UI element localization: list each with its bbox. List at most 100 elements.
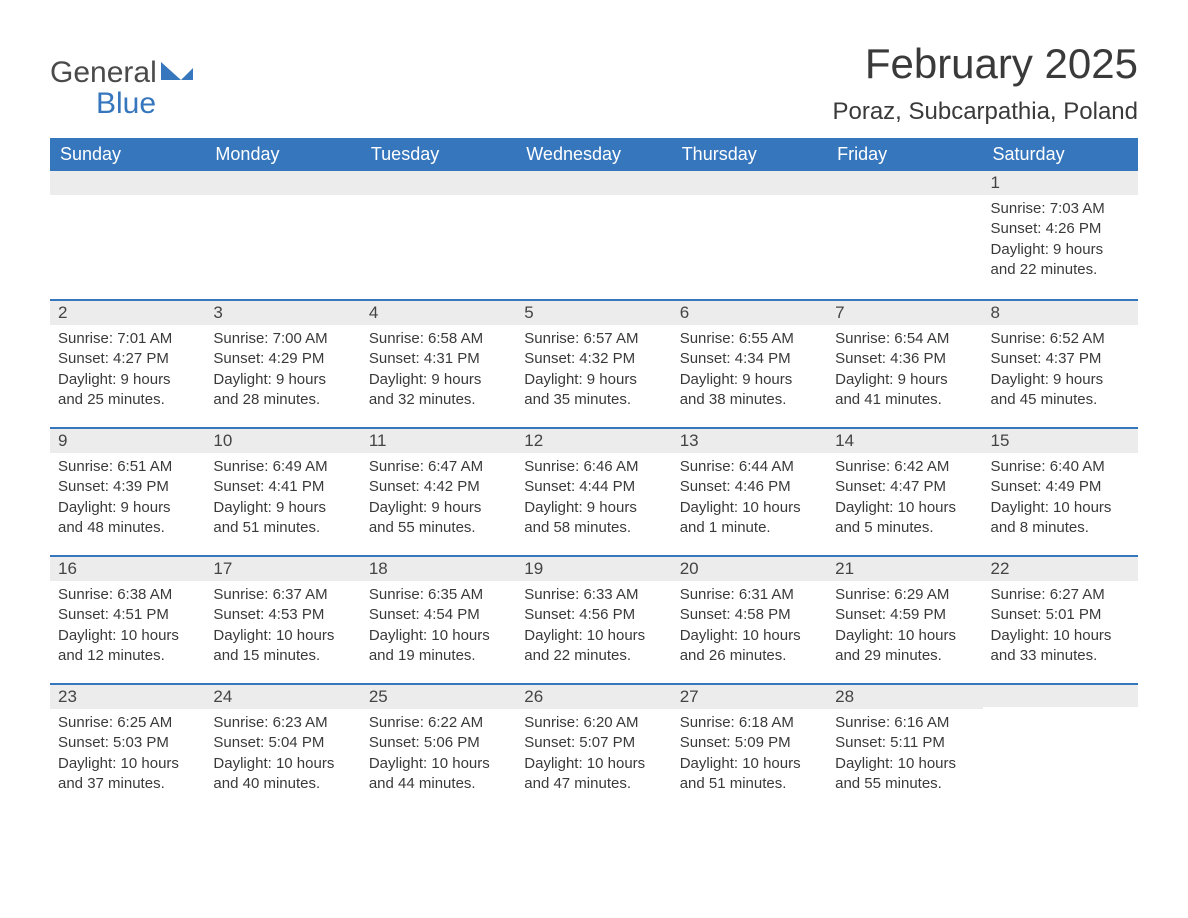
location-subtitle: Poraz, Subcarpathia, Poland [832, 98, 1138, 126]
page-header: General Blue February 2025 Poraz, Subcar… [50, 40, 1138, 126]
daylight-text: Daylight: 10 hours [524, 626, 663, 646]
sunset-text: Sunset: 4:27 PM [58, 349, 197, 369]
calendar-day-cell [361, 171, 516, 299]
day-details: Sunrise: 6:18 AMSunset: 5:09 PMDaylight:… [672, 709, 827, 802]
daylight-text: Daylight: 10 hours [369, 626, 508, 646]
day-number: 20 [672, 555, 827, 581]
day-details: Sunrise: 6:40 AMSunset: 4:49 PMDaylight:… [983, 453, 1138, 546]
day-number: 5 [516, 299, 671, 325]
sunrise-text: Sunrise: 6:18 AM [680, 713, 819, 733]
sunrise-text: Sunrise: 6:37 AM [213, 585, 352, 605]
sunrise-text: Sunrise: 6:29 AM [835, 585, 974, 605]
daylight-text: Daylight: 9 hours [524, 370, 663, 390]
sunset-text: Sunset: 4:42 PM [369, 477, 508, 497]
daylight-text: Daylight: 10 hours [213, 626, 352, 646]
daylight-text: Daylight: 10 hours [524, 754, 663, 774]
daylight-text: and 28 minutes. [213, 390, 352, 410]
calendar-day-cell: 3Sunrise: 7:00 AMSunset: 4:29 PMDaylight… [205, 299, 360, 427]
weekday-header: Thursday [672, 138, 827, 171]
calendar-day-cell: 24Sunrise: 6:23 AMSunset: 5:04 PMDayligh… [205, 683, 360, 811]
daylight-text: Daylight: 9 hours [835, 370, 974, 390]
day-details: Sunrise: 6:25 AMSunset: 5:03 PMDaylight:… [50, 709, 205, 802]
sunrise-text: Sunrise: 6:57 AM [524, 329, 663, 349]
sunset-text: Sunset: 4:37 PM [991, 349, 1130, 369]
calendar-day-cell [827, 171, 982, 299]
daylight-text: Daylight: 10 hours [680, 626, 819, 646]
day-details: Sunrise: 6:20 AMSunset: 5:07 PMDaylight:… [516, 709, 671, 802]
calendar-day-cell: 25Sunrise: 6:22 AMSunset: 5:06 PMDayligh… [361, 683, 516, 811]
weekday-header: Tuesday [361, 138, 516, 171]
daylight-text: and 8 minutes. [991, 518, 1130, 538]
sunset-text: Sunset: 4:34 PM [680, 349, 819, 369]
daylight-text: and 37 minutes. [58, 774, 197, 794]
sunrise-text: Sunrise: 6:25 AM [58, 713, 197, 733]
daylight-text: and 22 minutes. [524, 646, 663, 666]
sunset-text: Sunset: 4:47 PM [835, 477, 974, 497]
sunrise-text: Sunrise: 6:52 AM [991, 329, 1130, 349]
logo-text-block: General Blue [50, 58, 195, 121]
calendar-day-cell: 20Sunrise: 6:31 AMSunset: 4:58 PMDayligh… [672, 555, 827, 683]
sunrise-text: Sunrise: 6:22 AM [369, 713, 508, 733]
day-number: 13 [672, 427, 827, 453]
logo-text-general: General [50, 58, 157, 88]
calendar-day-cell [205, 171, 360, 299]
sunset-text: Sunset: 5:07 PM [524, 733, 663, 753]
calendar-day-cell: 14Sunrise: 6:42 AMSunset: 4:47 PMDayligh… [827, 427, 982, 555]
daylight-text: and 51 minutes. [680, 774, 819, 794]
sunset-text: Sunset: 4:29 PM [213, 349, 352, 369]
day-details: Sunrise: 7:00 AMSunset: 4:29 PMDaylight:… [205, 325, 360, 418]
day-number: 27 [672, 683, 827, 709]
daylight-text: Daylight: 10 hours [991, 626, 1130, 646]
day-number: 24 [205, 683, 360, 709]
day-details: Sunrise: 6:58 AMSunset: 4:31 PMDaylight:… [361, 325, 516, 418]
calendar-week-row: 23Sunrise: 6:25 AMSunset: 5:03 PMDayligh… [50, 683, 1138, 811]
day-details: Sunrise: 6:55 AMSunset: 4:34 PMDaylight:… [672, 325, 827, 418]
daylight-text: and 35 minutes. [524, 390, 663, 410]
calendar-day-cell: 4Sunrise: 6:58 AMSunset: 4:31 PMDaylight… [361, 299, 516, 427]
daylight-text: Daylight: 10 hours [58, 754, 197, 774]
day-number: 16 [50, 555, 205, 581]
calendar-day-cell: 17Sunrise: 6:37 AMSunset: 4:53 PMDayligh… [205, 555, 360, 683]
sunset-text: Sunset: 4:41 PM [213, 477, 352, 497]
daylight-text: Daylight: 10 hours [680, 754, 819, 774]
sunset-text: Sunset: 4:49 PM [991, 477, 1130, 497]
month-title: February 2025 [832, 40, 1138, 88]
calendar-day-cell: 2Sunrise: 7:01 AMSunset: 4:27 PMDaylight… [50, 299, 205, 427]
calendar-day-cell: 10Sunrise: 6:49 AMSunset: 4:41 PMDayligh… [205, 427, 360, 555]
daylight-text: Daylight: 9 hours [680, 370, 819, 390]
sunrise-text: Sunrise: 6:27 AM [991, 585, 1130, 605]
day-number: 15 [983, 427, 1138, 453]
calendar-day-cell: 27Sunrise: 6:18 AMSunset: 5:09 PMDayligh… [672, 683, 827, 811]
sunset-text: Sunset: 4:59 PM [835, 605, 974, 625]
calendar-page: General Blue February 2025 Poraz, Subcar… [0, 0, 1188, 861]
day-number: 10 [205, 427, 360, 453]
daylight-text: Daylight: 10 hours [835, 754, 974, 774]
weekday-header: Monday [205, 138, 360, 171]
day-details: Sunrise: 6:22 AMSunset: 5:06 PMDaylight:… [361, 709, 516, 802]
calendar-day-cell: 16Sunrise: 6:38 AMSunset: 4:51 PMDayligh… [50, 555, 205, 683]
day-number [672, 171, 827, 195]
day-details: Sunrise: 7:03 AMSunset: 4:26 PMDaylight:… [983, 195, 1138, 288]
sunrise-text: Sunrise: 6:33 AM [524, 585, 663, 605]
calendar-day-cell: 18Sunrise: 6:35 AMSunset: 4:54 PMDayligh… [361, 555, 516, 683]
daylight-text: and 29 minutes. [835, 646, 974, 666]
daylight-text: Daylight: 9 hours [369, 370, 508, 390]
sunrise-text: Sunrise: 6:54 AM [835, 329, 974, 349]
sunrise-text: Sunrise: 6:46 AM [524, 457, 663, 477]
daylight-text: and 22 minutes. [991, 260, 1130, 280]
day-number: 9 [50, 427, 205, 453]
day-details: Sunrise: 6:29 AMSunset: 4:59 PMDaylight:… [827, 581, 982, 674]
day-details: Sunrise: 6:16 AMSunset: 5:11 PMDaylight:… [827, 709, 982, 802]
day-details: Sunrise: 6:51 AMSunset: 4:39 PMDaylight:… [50, 453, 205, 546]
day-number: 14 [827, 427, 982, 453]
calendar-week-row: 16Sunrise: 6:38 AMSunset: 4:51 PMDayligh… [50, 555, 1138, 683]
sunrise-text: Sunrise: 7:03 AM [991, 199, 1130, 219]
sunset-text: Sunset: 4:54 PM [369, 605, 508, 625]
day-number [50, 171, 205, 195]
day-details: Sunrise: 6:47 AMSunset: 4:42 PMDaylight:… [361, 453, 516, 546]
sunset-text: Sunset: 4:56 PM [524, 605, 663, 625]
calendar-day-cell: 19Sunrise: 6:33 AMSunset: 4:56 PMDayligh… [516, 555, 671, 683]
day-details: Sunrise: 6:33 AMSunset: 4:56 PMDaylight:… [516, 581, 671, 674]
calendar-day-cell [516, 171, 671, 299]
sunrise-text: Sunrise: 6:31 AM [680, 585, 819, 605]
